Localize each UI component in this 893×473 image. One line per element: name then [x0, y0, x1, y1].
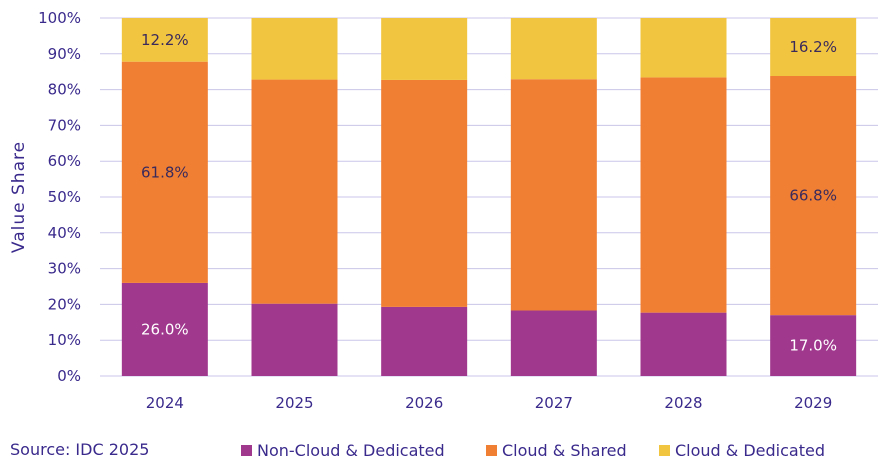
- y-tick-label: 50%: [48, 188, 81, 206]
- data-label: 26.0%: [141, 320, 189, 338]
- y-axis-title: Value Share: [9, 141, 29, 253]
- y-tick-label: 90%: [48, 45, 81, 63]
- bar-segment: [251, 18, 338, 80]
- bar-segment: [381, 18, 468, 80]
- y-tick-label: 60%: [48, 152, 81, 170]
- bar-segment: [770, 75, 857, 316]
- y-tick-label: 10%: [48, 331, 81, 349]
- legend-item-cloud-shared: Cloud & Shared: [486, 441, 627, 460]
- y-tick-label: 40%: [48, 224, 81, 242]
- bar-segment: [121, 18, 208, 62]
- y-tick-label: 30%: [48, 260, 81, 278]
- bar-segment: [640, 77, 727, 313]
- bar-segment: [251, 303, 338, 376]
- y-tick-label: 70%: [48, 116, 81, 134]
- bar-segment: [640, 312, 727, 376]
- x-tick-label: 2026: [405, 394, 443, 412]
- legend-item-non-cloud-dedicated: Non-Cloud & Dedicated: [241, 441, 445, 460]
- bar-segment: [510, 79, 597, 311]
- legend-label: Non-Cloud & Dedicated: [257, 441, 445, 460]
- data-label: 66.8%: [789, 187, 837, 205]
- legend-swatch-non-cloud-dedicated: [241, 445, 252, 456]
- data-label: 16.2%: [789, 38, 837, 56]
- legend-label: Cloud & Shared: [502, 441, 627, 460]
- bar-segment: [121, 61, 208, 283]
- gridlines: [100, 17, 878, 377]
- legend-swatch-cloud-dedicated: [659, 445, 670, 456]
- y-tick-label: 20%: [48, 295, 81, 313]
- data-label: 17.0%: [789, 337, 837, 355]
- bar-segment: [381, 79, 468, 307]
- bar-segment: [381, 306, 468, 376]
- x-tick-label: 2025: [275, 394, 313, 412]
- y-axis-ticks: 0% 10% 20% 30% 40% 50% 60% 70% 80% 90% 100%: [38, 9, 81, 385]
- x-tick-label: 2024: [146, 394, 184, 412]
- bar-segment: [510, 18, 597, 80]
- source-note: Source: IDC 2025: [10, 440, 150, 459]
- bar-segment: [770, 315, 857, 376]
- bar-segment: [121, 282, 208, 376]
- legend-label: Cloud & Dedicated: [675, 441, 825, 460]
- y-tick-label: 80%: [48, 81, 81, 99]
- data-label: 61.8%: [141, 163, 189, 181]
- data-labels: 26.0% 61.8% 12.2% 17.0% 66.8% 16.2%: [141, 31, 837, 355]
- x-tick-label: 2028: [664, 394, 702, 412]
- bars: [121, 18, 857, 376]
- x-tick-label: 2027: [535, 394, 573, 412]
- x-axis-ticks: 2024 2025 2026 2027 2028 2029: [146, 394, 833, 412]
- y-tick-label: 0%: [57, 367, 81, 385]
- legend-item-cloud-dedicated: Cloud & Dedicated: [659, 441, 825, 460]
- bar-segment: [251, 79, 338, 304]
- legend-swatch-cloud-shared: [486, 445, 497, 456]
- bar-segment: [510, 310, 597, 376]
- x-tick-label: 2029: [794, 394, 832, 412]
- data-label: 12.2%: [141, 31, 189, 49]
- bar-segment: [640, 18, 727, 78]
- bar-segment: [770, 18, 857, 76]
- y-tick-label: 100%: [38, 9, 81, 27]
